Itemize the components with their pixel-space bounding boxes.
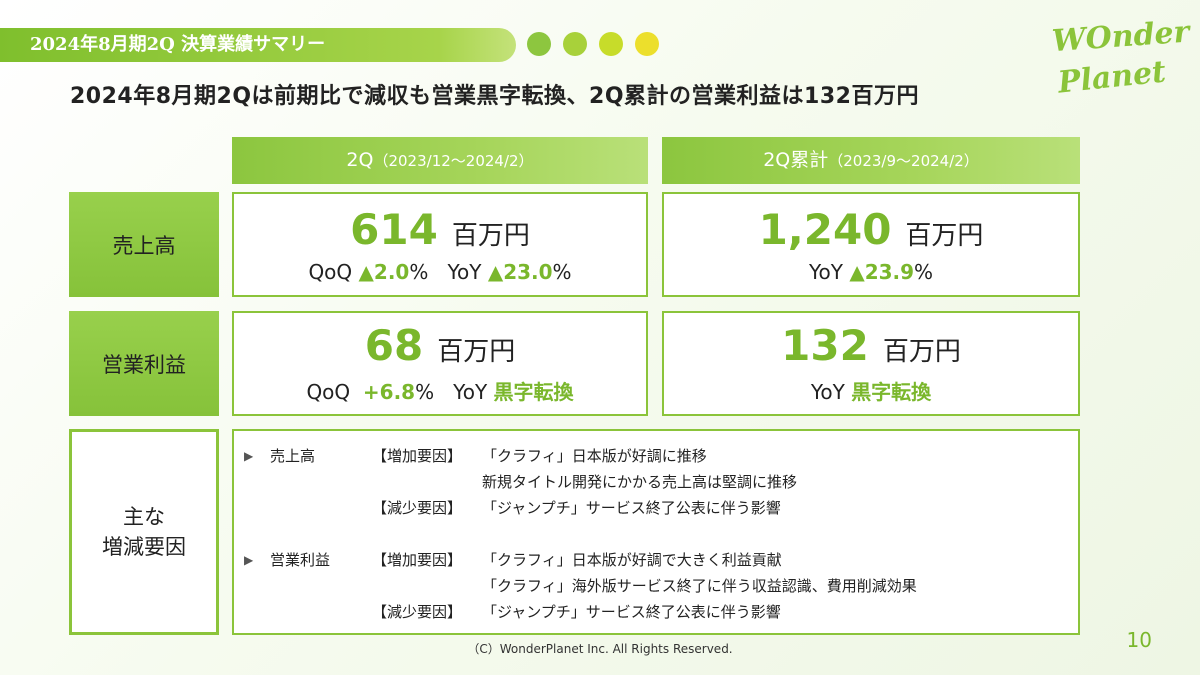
sales-2q-yoy-label: YoY	[447, 259, 482, 284]
factor-text: 「クラフィ」海外版サービス終了に伴う収益認識、費用削減効果	[482, 577, 917, 595]
page-number: 10	[1126, 628, 1152, 652]
sales-cum-unit: 百万円	[905, 220, 984, 251]
sales-2q-yoy: ▲23.0	[487, 259, 553, 284]
decorative-dots	[527, 32, 659, 56]
factor-row: 新規タイトル開発にかかる売上高は堅調に推移	[244, 469, 1078, 495]
pct-sign: %	[409, 259, 429, 284]
slide-title: 2024年8月期2Q 決算業績サマリー	[30, 34, 326, 55]
column-header-2q: 2Q（2023/12～2024/2）	[232, 137, 648, 184]
op-2q-cell: 68 百万円 QoQ +6.8% YoY 黒字転換	[232, 311, 648, 416]
op-2q-value: 68	[364, 321, 424, 370]
factor-row: 【減少要因】 「ジャンプチ」サービス終了公表に伴う影響	[244, 495, 1078, 521]
dot-1	[527, 32, 551, 56]
column-header-2q-cumulative: 2Q累計（2023/9～2024/2）	[662, 137, 1080, 184]
factor-category: 売上高	[270, 447, 316, 465]
factor-text: 「ジャンプチ」サービス終了公表に伴う影響	[482, 603, 781, 621]
op-cum-yoy: 黒字転換	[851, 380, 932, 404]
factor-tag	[372, 469, 482, 495]
factor-row: ▶ 売上高 【増加要因】 「クラフィ」日本版が好調に推移	[244, 443, 1078, 469]
dot-3	[599, 32, 623, 56]
op-cum-yoy-label: YoY	[810, 380, 845, 404]
column-cum-period: （2023/9～2024/2）	[828, 152, 979, 170]
sales-2q-cell: 614 百万円 QoQ ▲2.0% YoY ▲23.0%	[232, 192, 648, 297]
factor-label: 主な 増減要因	[69, 429, 219, 635]
row-label-sales: 売上高	[69, 192, 219, 297]
op-2q-qoq-label: QoQ	[306, 380, 351, 404]
wonderplanet-logo: WOnder Planet	[1051, 15, 1191, 118]
factor-tag: 【増加要因】	[372, 551, 463, 569]
op-2q-qoq: +6.8	[362, 380, 416, 404]
headline: 2024年8月期2Qは前期比で減収も営業黒字転換、2Q累計の営業利益は132百万…	[70, 84, 919, 109]
column-cum-label: 2Q累計	[763, 149, 829, 171]
pct-sign: %	[415, 380, 435, 404]
factor-text: 「クラフィ」日本版が好調に推移	[482, 447, 707, 465]
factor-label-line2: 増減要因	[102, 535, 186, 559]
sales-cum-value: 1,240	[758, 204, 892, 254]
sales-cum-cell: 1,240 百万円 YoY ▲23.9%	[662, 192, 1080, 297]
sales-2q-unit: 百万円	[451, 220, 530, 251]
column-2q-period: （2023/12～2024/2）	[373, 152, 534, 170]
op-2q-yoy: 黒字転換	[493, 380, 574, 404]
sales-2q-value: 614	[350, 204, 438, 254]
factor-tag: 【増加要因】	[372, 447, 463, 465]
factor-text: 「クラフィ」日本版が好調で大きく利益貢献	[482, 551, 782, 569]
sales-cum-yoy-label: YoY	[808, 259, 843, 284]
factor-tag: 【減少要因】	[372, 499, 463, 517]
sales-2q-qoq-label: QoQ	[308, 259, 353, 284]
factors-box: ▶ 売上高 【増加要因】 「クラフィ」日本版が好調に推移 新規タイトル開発にかか…	[232, 429, 1080, 635]
factor-text: 新規タイトル開発にかかる売上高は堅調に推移	[482, 473, 798, 491]
triangle-bullet-icon: ▶	[244, 449, 254, 463]
triangle-bullet-icon: ▶	[244, 553, 254, 567]
pct-sign: %	[552, 259, 572, 284]
dot-2	[563, 32, 587, 56]
row-label-op-profit: 営業利益	[69, 311, 219, 416]
column-2q-label: 2Q	[346, 149, 374, 171]
factor-row: 「クラフィ」海外版サービス終了に伴う収益認識、費用削減効果	[244, 573, 1078, 599]
op-cum-value: 132	[781, 321, 869, 370]
op-cum-unit: 百万円	[882, 337, 961, 367]
dot-4	[635, 32, 659, 56]
op-cum-cell: 132 百万円 YoY 黒字転換	[662, 311, 1080, 416]
factor-row: 【減少要因】 「ジャンプチ」サービス終了公表に伴う影響	[244, 599, 1078, 625]
op-2q-unit: 百万円	[437, 337, 516, 367]
slide-title-tab: 2024年8月期2Q 決算業績サマリー	[0, 28, 516, 62]
op-2q-yoy-label: YoY	[453, 380, 488, 404]
pct-sign: %	[914, 259, 934, 284]
sales-cum-yoy: ▲23.9	[849, 259, 915, 284]
factor-category: 営業利益	[270, 551, 331, 569]
sales-2q-qoq: ▲2.0	[358, 259, 410, 284]
factor-row: ▶ 営業利益 【増加要因】 「クラフィ」日本版が好調で大きく利益貢献	[244, 547, 1078, 573]
factor-label-line1: 主な	[123, 505, 165, 529]
copyright-footer: （C）WonderPlanet Inc. All Rights Reserved…	[467, 642, 733, 656]
factor-text: 「ジャンプチ」サービス終了公表に伴う影響	[482, 499, 781, 517]
factor-tag	[372, 573, 482, 599]
factor-tag: 【減少要因】	[372, 603, 463, 621]
